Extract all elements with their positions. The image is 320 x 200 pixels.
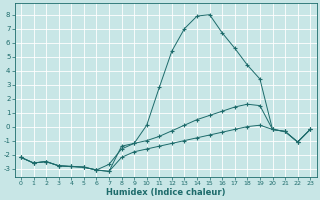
X-axis label: Humidex (Indice chaleur): Humidex (Indice chaleur) xyxy=(106,188,225,197)
